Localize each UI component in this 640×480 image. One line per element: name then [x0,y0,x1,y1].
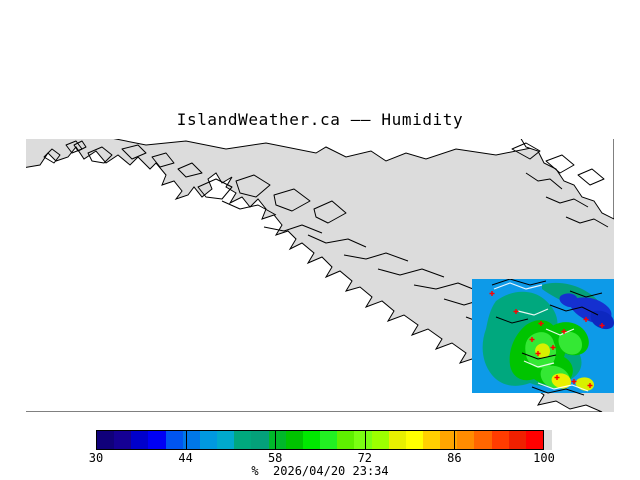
colorbar-band-19 [422,431,441,449]
colorbar-tick-label-100: 100 [533,451,555,465]
colorbar-band-22 [474,431,492,449]
colorbar-band-9 [251,431,269,449]
station-marker[interactable] [513,309,519,314]
station-marker[interactable] [587,383,593,388]
colorbar-band-7 [217,431,235,449]
colorbar-band-21 [457,431,475,449]
contour-band-40-b [590,310,614,330]
colorbar-band-12 [302,431,321,449]
colorbar-band-17 [388,431,406,449]
colorbar-tick-label-30: 30 [88,451,104,465]
mainland-bc-land [520,139,614,220]
landmass-group [26,139,614,412]
station-marker[interactable] [561,329,567,334]
colorbar-tick-58 [275,430,277,450]
colorbar[interactable] [96,430,552,450]
contour-band-40-c [559,293,578,308]
colorbar-overflow-swatch [544,430,552,450]
colorbar-band-6 [199,431,218,449]
contour-band-68-b [558,331,582,355]
colorbar-tick-86 [454,430,456,450]
colorbar-tick-label-58: 58 [267,451,283,465]
station-marker[interactable] [489,291,495,296]
colorbar-band-10 [268,431,286,449]
station-marker[interactable] [538,321,544,326]
station-marker[interactable] [550,345,556,350]
colorbar-band-2 [131,431,149,449]
colorbar-band-1 [114,431,132,449]
colorbar-tick-label-72: 72 [357,451,373,465]
colorbar-tick-72 [364,430,366,450]
station-marker[interactable] [583,317,589,322]
station-marker[interactable] [599,323,605,328]
colorbar-tick-label-44: 44 [178,451,193,465]
colorbar-band-11 [285,431,303,449]
colorbar-tick-label-86: 86 [447,451,462,465]
colorbar-band-0 [97,431,115,449]
colorbar-band-13 [320,431,338,449]
colorbar-band-24 [508,431,526,449]
colorbar-tick-labels: 30 44 58 72 86 100 [0,451,640,465]
colorbar-band-25 [525,431,544,449]
station-marker[interactable] [529,337,535,342]
station-marker[interactable] [554,375,560,380]
colorbar-gradient[interactable] [96,430,544,450]
contour-band-72 [535,343,550,359]
station-markers-group[interactable] [489,291,605,388]
map-canvas[interactable] [26,139,614,412]
colorbar-band-3 [148,431,166,449]
station-marker[interactable] [535,351,541,356]
colorbar-band-14 [337,431,355,449]
station-marker[interactable] [571,379,577,384]
colorbar-tick-44 [185,430,187,450]
map-panel[interactable] [26,139,614,412]
colorbar-band-16 [371,431,389,449]
colorbar-band-5 [182,431,200,449]
colorbar-band-4 [165,431,183,449]
colorbar-caption: % 2026/04/20 23:34 [251,464,389,478]
colorbar-band-20 [440,431,458,449]
colorbar-band-18 [405,431,423,449]
colorbar-band-15 [354,431,372,449]
colorbar-band-23 [491,431,509,449]
humidity-contour-field[interactable] [472,279,614,396]
page-title: IslandWeather.ca —— Humidity [176,110,464,129]
colorbar-band-8 [234,431,252,449]
